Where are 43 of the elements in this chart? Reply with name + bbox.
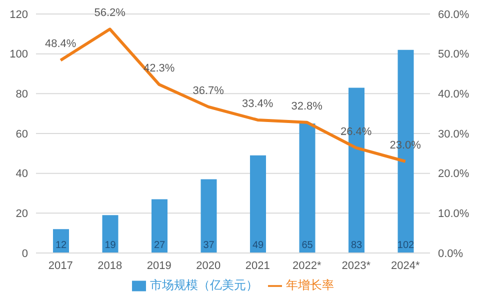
x-tick-label: 2017 bbox=[48, 260, 73, 272]
bar bbox=[102, 215, 118, 253]
data-label: 37 bbox=[203, 240, 215, 251]
x-tick-label: 2020 bbox=[196, 260, 221, 272]
y2-tick-label: 60.0% bbox=[438, 8, 470, 21]
legend-label: 市场规模（亿美元） bbox=[150, 278, 258, 292]
y2-tick-label: 20.0% bbox=[438, 168, 470, 180]
x-tick-label: 2022* bbox=[292, 260, 322, 272]
bar bbox=[250, 155, 266, 253]
y-tick-label: 20 bbox=[16, 208, 28, 220]
data-label: 12 bbox=[55, 240, 67, 251]
y2-tick-label: 30.0% bbox=[438, 128, 470, 140]
x-tick-label: 2024* bbox=[390, 260, 420, 272]
x-tick-label: 2023* bbox=[342, 260, 372, 272]
data-label: 36.7% bbox=[192, 84, 224, 97]
y-tick-label: 60 bbox=[16, 128, 28, 140]
x-tick-label: 2021 bbox=[245, 260, 270, 272]
data-label: 102 bbox=[397, 240, 415, 251]
y2-tick-label: 40.0% bbox=[438, 88, 470, 101]
data-label: 48.4% bbox=[45, 38, 76, 50]
y-tick-label: 100 bbox=[10, 48, 28, 61]
bar bbox=[152, 199, 168, 253]
y-tick-label: 40 bbox=[16, 168, 28, 180]
data-label: 19 bbox=[104, 240, 116, 251]
legend-label: 年增长率 bbox=[286, 278, 334, 292]
bar bbox=[200, 179, 217, 253]
x-tick-label: 2019 bbox=[146, 260, 172, 272]
data-label: 33.4% bbox=[242, 98, 274, 110]
data-label: 83 bbox=[350, 240, 362, 251]
y-tick-label: 120 bbox=[10, 8, 28, 21]
data-label: 56.2% bbox=[94, 7, 126, 20]
x-tick-label: 2018 bbox=[98, 260, 122, 272]
y2-tick-label: 50.0% bbox=[438, 48, 470, 61]
data-label: 32.8% bbox=[291, 100, 323, 112]
y-tick-label: 0 bbox=[22, 248, 28, 260]
bar bbox=[299, 124, 316, 253]
data-label: 27 bbox=[154, 240, 166, 251]
y-tick-label: 80 bbox=[16, 88, 28, 101]
bar bbox=[53, 229, 69, 253]
y2-tick-label: 0.0% bbox=[438, 248, 464, 260]
data-label: 65 bbox=[302, 240, 314, 251]
y2-tick-label: 10.0% bbox=[438, 208, 470, 220]
data-label: 49 bbox=[252, 240, 264, 251]
